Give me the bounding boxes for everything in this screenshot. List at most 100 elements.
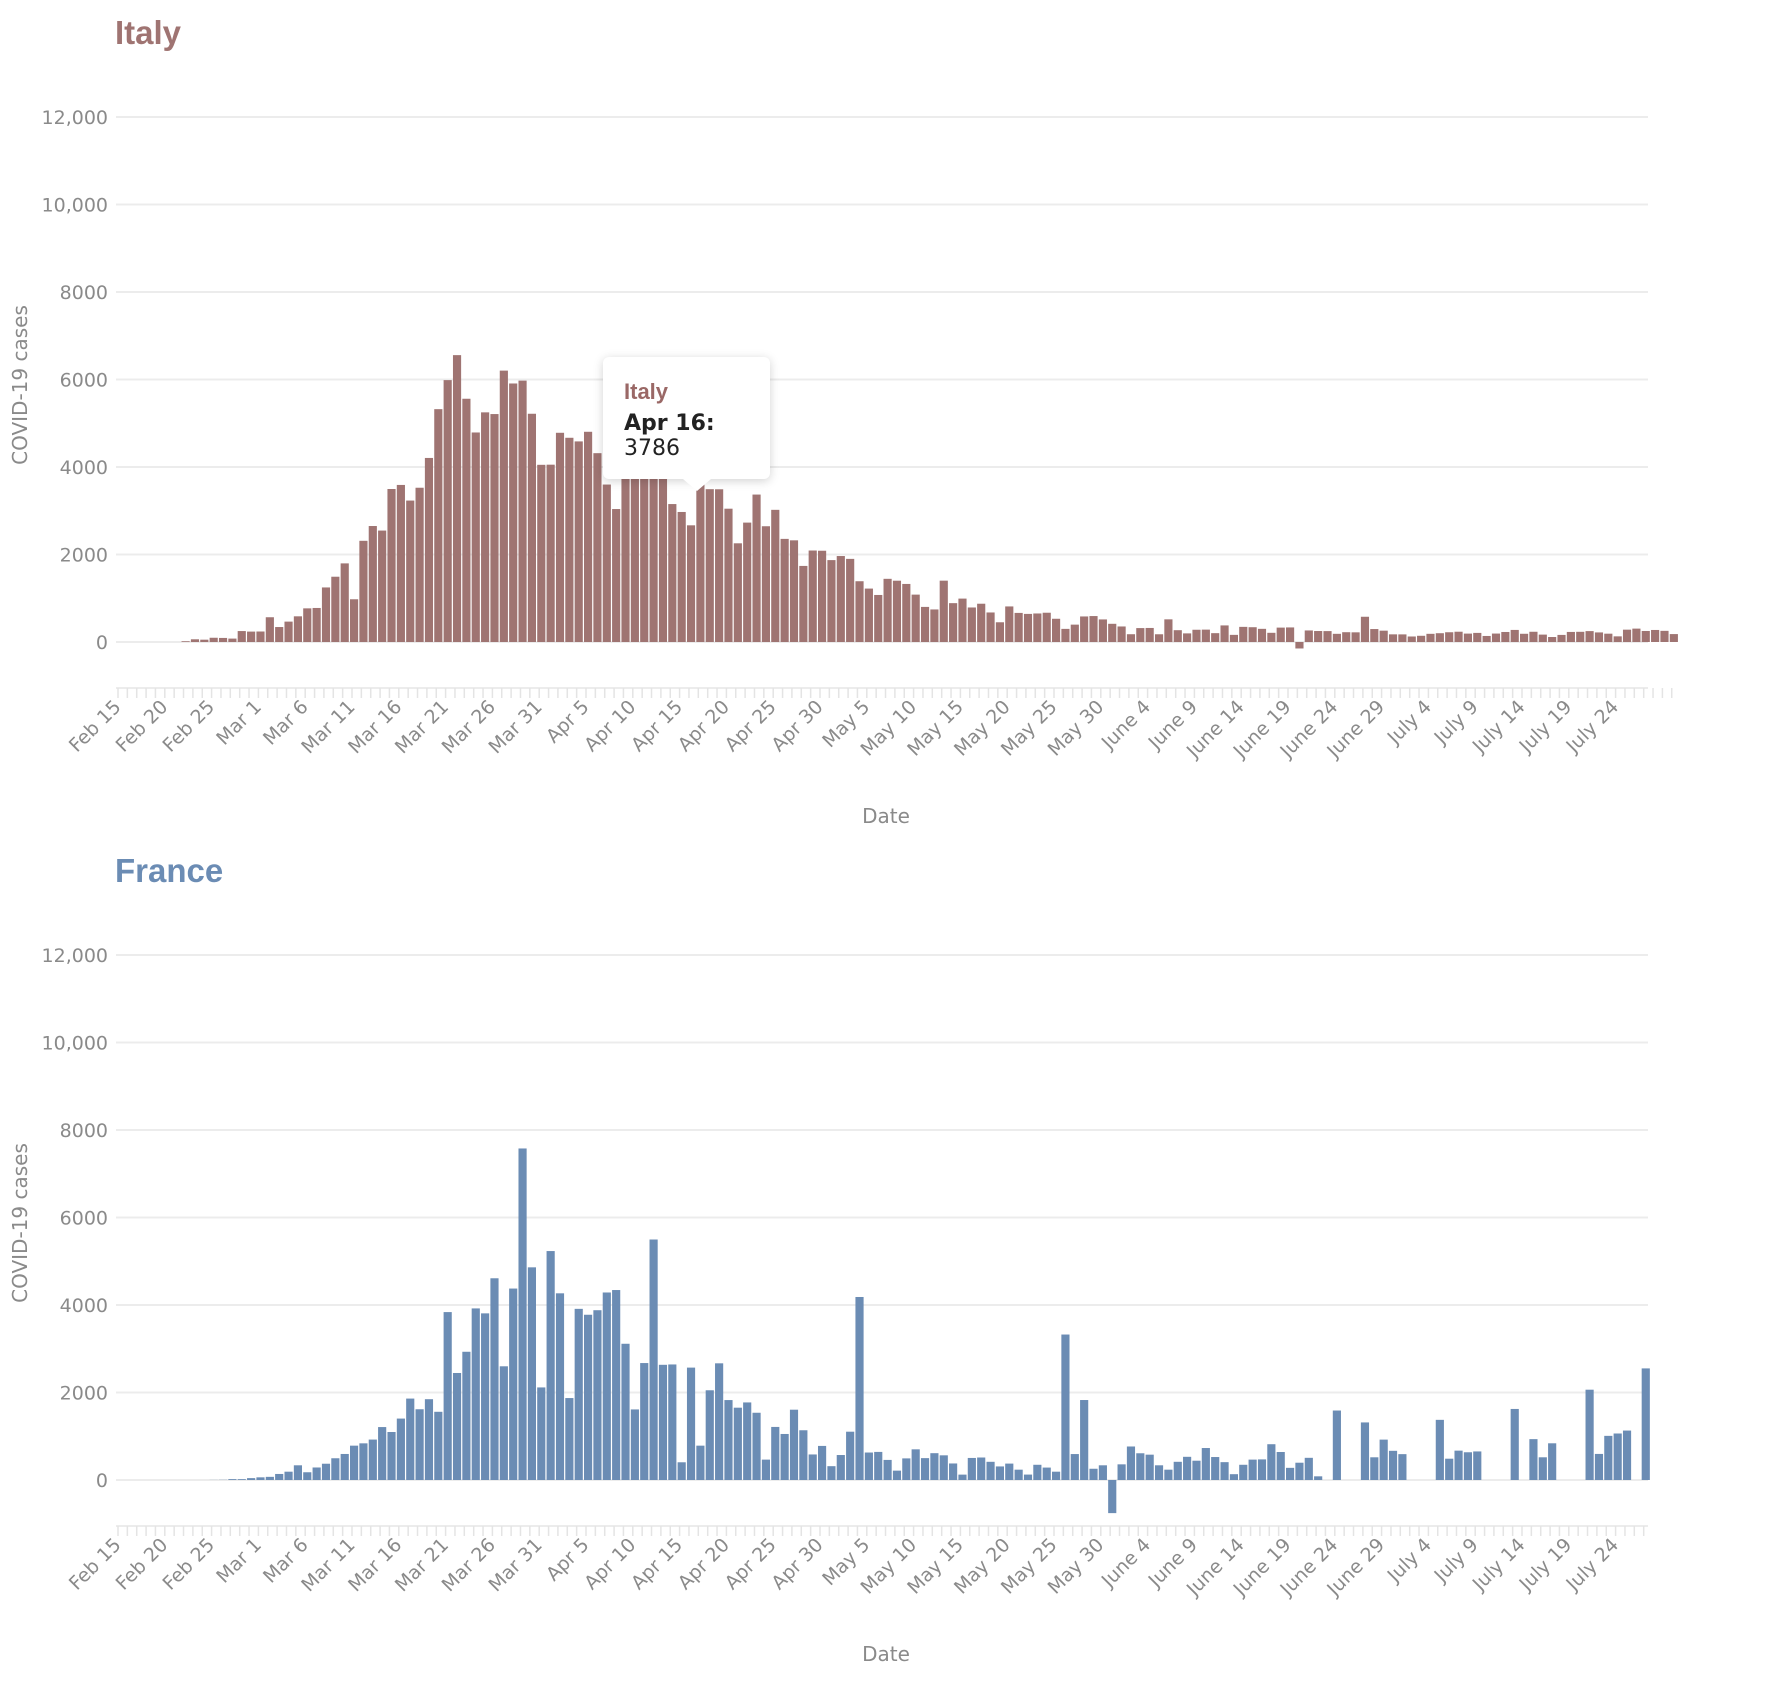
bar[interactable]	[818, 1445, 827, 1480]
bar[interactable]	[1080, 616, 1089, 642]
bar[interactable]	[1192, 1460, 1201, 1480]
bar[interactable]	[574, 441, 583, 642]
bar[interactable]	[874, 1451, 883, 1480]
bar[interactable]	[434, 1411, 443, 1480]
bar[interactable]	[1286, 1467, 1295, 1480]
bar[interactable]	[378, 530, 387, 642]
bar[interactable]	[1632, 628, 1641, 642]
bar[interactable]	[1192, 629, 1201, 642]
bar[interactable]	[1622, 629, 1632, 642]
bar[interactable]	[1229, 1474, 1238, 1480]
bar[interactable]	[555, 1293, 565, 1480]
bar[interactable]	[228, 638, 237, 642]
bar[interactable]	[649, 1239, 658, 1480]
bar[interactable]	[1173, 1461, 1182, 1480]
bar[interactable]	[1463, 633, 1472, 642]
bar[interactable]	[1473, 632, 1482, 642]
bar[interactable]	[340, 1453, 349, 1480]
bar[interactable]	[1052, 618, 1061, 642]
bar[interactable]	[705, 1390, 714, 1480]
bar[interactable]	[1520, 633, 1529, 642]
bar[interactable]	[1669, 634, 1678, 642]
bar[interactable]	[424, 1399, 434, 1480]
bar[interactable]	[939, 1455, 948, 1480]
bar[interactable]	[1370, 629, 1379, 642]
bar[interactable]	[789, 1409, 799, 1480]
bar[interactable]	[1183, 1456, 1192, 1480]
bar[interactable]	[799, 1430, 808, 1480]
bar[interactable]	[1201, 1448, 1210, 1480]
bar[interactable]	[1379, 1439, 1388, 1480]
bar[interactable]	[1023, 1474, 1033, 1480]
bar[interactable]	[228, 1479, 237, 1480]
bar[interactable]	[1360, 1422, 1370, 1480]
bar[interactable]	[1613, 636, 1622, 642]
bar[interactable]	[181, 641, 190, 642]
bar[interactable]	[892, 580, 902, 642]
bar[interactable]	[1417, 635, 1426, 642]
bar[interactable]	[846, 558, 855, 642]
bar[interactable]	[471, 432, 480, 642]
bar[interactable]	[303, 1472, 312, 1480]
bar[interactable]	[602, 484, 611, 642]
bar[interactable]	[368, 526, 377, 642]
bar[interactable]	[836, 556, 845, 642]
bar[interactable]	[771, 509, 780, 642]
bar[interactable]	[293, 616, 302, 642]
bar[interactable]	[967, 607, 976, 642]
bar[interactable]	[1538, 634, 1547, 642]
bar[interactable]	[902, 583, 911, 642]
bar[interactable]	[1398, 634, 1407, 642]
bar[interactable]	[462, 1351, 471, 1480]
bar[interactable]	[1248, 627, 1257, 642]
bar[interactable]	[1435, 1419, 1444, 1480]
bar[interactable]	[303, 608, 312, 642]
bar[interactable]	[593, 1310, 602, 1480]
bar[interactable]	[761, 1459, 770, 1480]
bar[interactable]	[387, 489, 396, 642]
bar[interactable]	[958, 598, 967, 642]
bar[interactable]	[1014, 612, 1023, 642]
bar[interactable]	[1454, 631, 1463, 642]
bar[interactable]	[1613, 1433, 1622, 1480]
bar[interactable]	[1604, 1435, 1613, 1480]
bar[interactable]	[1164, 1469, 1173, 1480]
bar[interactable]	[902, 1458, 911, 1480]
bar[interactable]	[284, 1471, 293, 1480]
bar[interactable]	[443, 380, 452, 642]
bar[interactable]	[733, 543, 742, 642]
bar[interactable]	[247, 631, 256, 642]
bar[interactable]	[1604, 633, 1613, 642]
bar[interactable]	[640, 1363, 649, 1480]
bar[interactable]	[359, 1443, 368, 1480]
bar[interactable]	[640, 469, 649, 642]
bar[interactable]	[1136, 1453, 1145, 1480]
bar[interactable]	[855, 1296, 864, 1480]
bar[interactable]	[1117, 1464, 1126, 1480]
bar[interactable]	[1314, 631, 1323, 642]
bar[interactable]	[312, 1467, 321, 1480]
bar[interactable]	[1173, 630, 1182, 642]
bar[interactable]	[1304, 630, 1313, 642]
bar[interactable]	[808, 1454, 817, 1480]
bar[interactable]	[1136, 628, 1145, 642]
bar[interactable]	[864, 588, 873, 642]
bar[interactable]	[1622, 1430, 1632, 1480]
bar[interactable]	[930, 1453, 939, 1480]
bar[interactable]	[621, 474, 630, 642]
bar[interactable]	[1033, 613, 1042, 642]
bar[interactable]	[1332, 633, 1341, 642]
bar[interactable]	[1061, 628, 1070, 642]
bar[interactable]	[911, 1449, 920, 1480]
bar[interactable]	[1304, 1457, 1313, 1480]
bar[interactable]	[612, 1290, 621, 1480]
bar[interactable]	[1398, 1454, 1407, 1480]
bar[interactable]	[1332, 1410, 1341, 1480]
bar[interactable]	[696, 476, 705, 642]
bar[interactable]	[471, 1308, 480, 1480]
bar[interactable]	[1286, 627, 1295, 642]
bar[interactable]	[995, 1466, 1004, 1480]
bar[interactable]	[715, 1363, 724, 1480]
bar[interactable]	[855, 581, 864, 642]
bar[interactable]	[350, 1445, 359, 1480]
